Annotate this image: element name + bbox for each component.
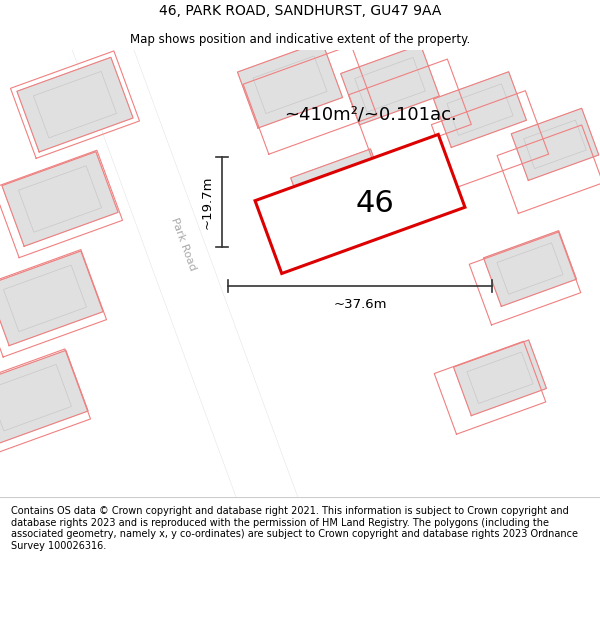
Polygon shape: [238, 41, 343, 128]
Polygon shape: [355, 58, 425, 112]
Polygon shape: [34, 71, 116, 138]
Text: Map shows position and indicative extent of the property.: Map shows position and indicative extent…: [130, 32, 470, 46]
Polygon shape: [484, 231, 577, 306]
Polygon shape: [467, 352, 533, 404]
Polygon shape: [2, 152, 118, 246]
Polygon shape: [511, 108, 599, 181]
Polygon shape: [253, 56, 327, 114]
Polygon shape: [497, 243, 563, 294]
Polygon shape: [434, 72, 526, 148]
Text: Park Road: Park Road: [169, 216, 197, 272]
Polygon shape: [305, 162, 375, 216]
Polygon shape: [0, 364, 71, 431]
Polygon shape: [19, 166, 101, 232]
Text: ~410m²/~0.101ac.: ~410m²/~0.101ac.: [284, 106, 457, 124]
Polygon shape: [69, 21, 301, 526]
Polygon shape: [4, 265, 86, 332]
Polygon shape: [524, 120, 586, 169]
Text: ~19.7m: ~19.7m: [201, 175, 214, 229]
Polygon shape: [255, 134, 465, 274]
Polygon shape: [290, 149, 389, 229]
Text: ~37.6m: ~37.6m: [333, 298, 387, 311]
Polygon shape: [0, 351, 88, 445]
Text: Contains OS data © Crown copyright and database right 2021. This information is : Contains OS data © Crown copyright and d…: [11, 506, 578, 551]
Polygon shape: [0, 251, 103, 346]
Polygon shape: [454, 340, 547, 416]
Polygon shape: [17, 58, 133, 152]
Text: 46: 46: [356, 189, 394, 219]
Text: 46, PARK ROAD, SANDHURST, GU47 9AA: 46, PARK ROAD, SANDHURST, GU47 9AA: [159, 4, 441, 18]
Polygon shape: [341, 44, 439, 125]
Polygon shape: [447, 84, 513, 136]
